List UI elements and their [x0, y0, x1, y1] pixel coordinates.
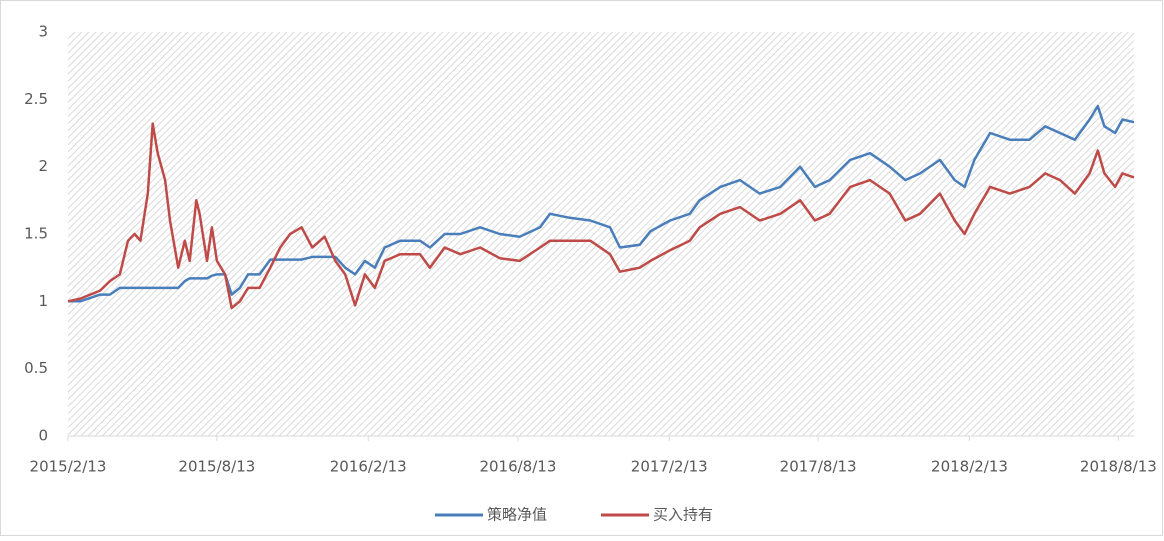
x-tick-label: 2018/2/13 — [931, 458, 1008, 476]
x-tick-label: 2015/2/13 — [30, 458, 107, 476]
y-tick-label: 0.5 — [24, 359, 48, 377]
y-tick-label: 2 — [38, 157, 48, 175]
y-tick-label: 0 — [38, 427, 48, 445]
plot-area — [68, 32, 1134, 436]
y-tick-label: 3 — [38, 23, 48, 41]
x-tick-label: 2015/8/13 — [178, 458, 255, 476]
x-tick-label: 2017/2/13 — [631, 458, 708, 476]
series-line — [67, 122, 1135, 310]
x-tick-label: 2017/8/13 — [780, 458, 857, 476]
series-line — [68, 104, 1135, 303]
y-tick-label: 1 — [38, 292, 48, 310]
y-tick-label: 1.5 — [24, 225, 48, 243]
legend-label: 买入持有 — [653, 506, 713, 524]
x-tick-label: 2018/8/13 — [1080, 458, 1157, 476]
x-tick-label: 2016/8/13 — [479, 458, 556, 476]
y-tick-label: 2.5 — [24, 90, 48, 108]
x-tick-label: 2016/2/13 — [330, 458, 407, 476]
legend-label: 策略净值 — [487, 506, 547, 524]
